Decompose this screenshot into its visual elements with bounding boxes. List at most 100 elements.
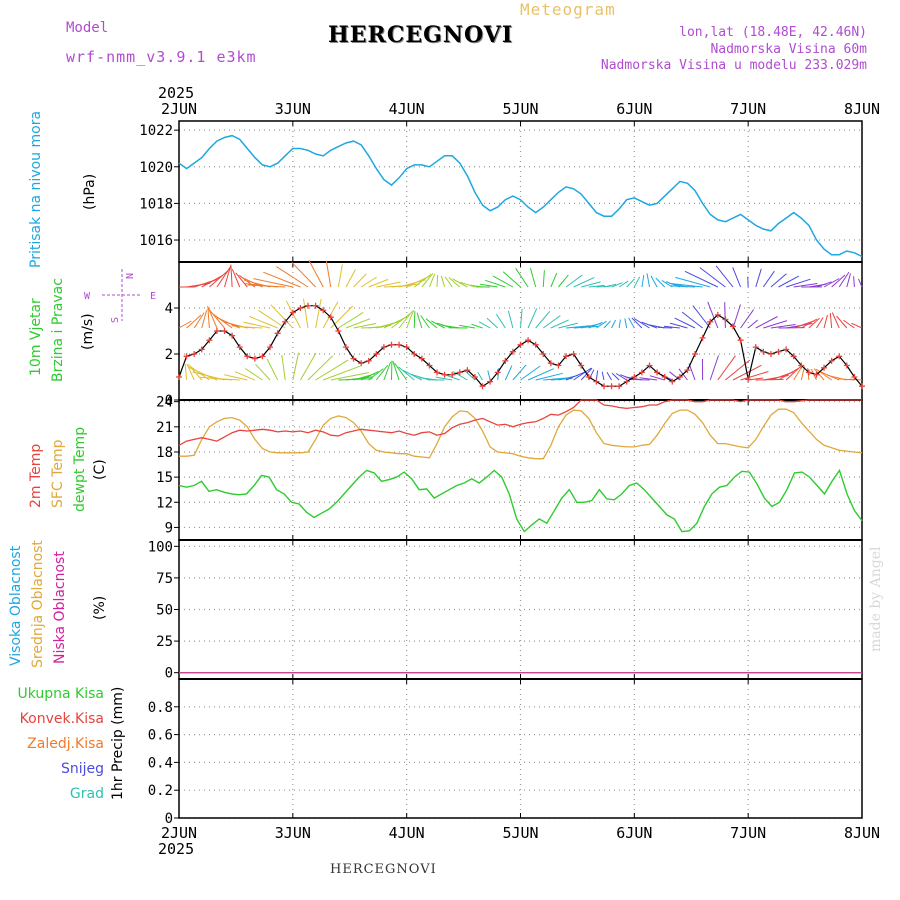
wind-barb: [858, 278, 863, 288]
wind-speed-marker: [813, 371, 820, 378]
wind-barb: [624, 318, 628, 329]
y-tick-label: 0: [165, 811, 173, 827]
wind-barb: [823, 278, 840, 288]
x-label-top: 6JUN: [616, 100, 652, 118]
wind-speed-marker: [585, 374, 592, 380]
wind-speed-marker: [236, 344, 243, 351]
wind-barb: [315, 359, 349, 381]
wind-barb: [520, 308, 523, 329]
wind-barb: [391, 313, 411, 329]
wind-barb: [520, 365, 541, 381]
wind-speed-marker: [418, 355, 425, 362]
wind-speed-marker: [707, 318, 714, 325]
wind-barb: [853, 276, 855, 288]
wind-barb: [649, 375, 665, 381]
compass-n: N: [123, 273, 134, 279]
wind-barb: [815, 368, 832, 381]
wind-barb: [535, 372, 563, 381]
wind-speed-marker: [646, 362, 653, 369]
wind-barb: [565, 370, 587, 381]
y-tick-label: 0.4: [148, 755, 173, 771]
wind-barb: [529, 267, 537, 288]
wind-barb: [669, 322, 688, 329]
wind-barb: [550, 319, 569, 329]
wind-barb: [224, 264, 232, 288]
wind-speed-marker: [767, 351, 774, 357]
wind-barb: [634, 318, 650, 329]
wind-speed-marker: [563, 353, 570, 360]
y-tick-label: 0: [165, 666, 173, 682]
wind-barb: [480, 283, 498, 288]
wind-barb: [674, 317, 696, 329]
conv-precip-label: Konvek.Kisa: [19, 711, 104, 727]
wind-barb: [763, 320, 788, 329]
wind-speed-marker: [722, 316, 729, 323]
wind-barb: [740, 371, 769, 381]
snow-label: Snijeg: [60, 761, 104, 777]
wind-barb: [565, 325, 591, 329]
wind-barb: [255, 363, 271, 381]
footer-title: HERCEGNOVI: [330, 862, 437, 877]
wind-barb: [495, 313, 506, 329]
wind-speed-marker: [532, 341, 539, 348]
wind-barb: [707, 301, 719, 329]
wind-barb: [338, 311, 364, 329]
wind-barb: [478, 321, 491, 329]
wind-barb: [838, 378, 855, 381]
wind-barb: [375, 364, 389, 381]
wind-barb: [253, 278, 293, 288]
y-tick-label: 25: [156, 634, 173, 650]
wind-speed-marker: [859, 383, 865, 390]
wind-speed-marker: [176, 374, 182, 380]
wind-barb: [558, 322, 578, 329]
wind-barb: [291, 261, 316, 288]
wind-speed-marker: [638, 369, 645, 376]
wind-speed-marker: [358, 360, 365, 367]
y-tick-label: 24: [156, 395, 173, 411]
wind-speed-marker: [540, 351, 547, 357]
y-tick-label: 0.6: [148, 728, 173, 744]
wind-barb: [596, 320, 607, 329]
wind-barb: [611, 319, 617, 329]
wind-barb: [440, 275, 446, 288]
wind-barb: [383, 361, 392, 381]
wind-barb: [717, 355, 736, 381]
wind-barb: [626, 278, 635, 288]
dewpt-line: [178, 468, 863, 533]
wind-barb: [618, 280, 629, 288]
wind-speed-marker: [669, 378, 676, 385]
wind-barb: [507, 310, 514, 329]
wind-speed-marker: [699, 334, 706, 341]
wind-barb: [641, 275, 645, 288]
wind-barb: [416, 312, 423, 329]
wind-barb: [692, 305, 711, 329]
wind-barb: [611, 282, 623, 288]
wind-speed-marker: [327, 314, 334, 321]
x-label-bottom: 7JUN: [730, 824, 766, 842]
compass-w: W: [84, 291, 91, 302]
wind-speed-marker: [380, 344, 387, 351]
wind-barb: [448, 277, 461, 288]
wind-barb: [431, 320, 445, 329]
lonlat-text: lon,lat (18.48E, 42.46N): [679, 25, 867, 40]
wind-barb: [258, 309, 286, 329]
wind-barb: [184, 363, 188, 381]
wind-barb: [249, 315, 278, 329]
wind-barb: [345, 269, 356, 288]
compass-e: E: [150, 291, 156, 302]
wind-barb: [724, 302, 726, 329]
wind-barb: [829, 312, 833, 329]
wind-speed-marker: [821, 364, 828, 371]
y-tick-label: 0.2: [148, 783, 173, 799]
wind-barb: [655, 277, 666, 288]
y-tick-label: 1020: [139, 160, 173, 176]
x-label-bottom: 3JUN: [275, 824, 311, 842]
wind-speed-marker: [578, 362, 585, 369]
wind-barb: [211, 377, 240, 381]
wind-barb: [360, 276, 377, 288]
y-tick-label: 4: [165, 301, 173, 317]
wind-barb: [485, 279, 506, 288]
wind-speed-marker: [403, 344, 410, 351]
model-elevation-text: Nadmorska Visina u modelu 233.029m: [600, 58, 867, 73]
x-label-bottom: 6JUN: [616, 824, 652, 842]
